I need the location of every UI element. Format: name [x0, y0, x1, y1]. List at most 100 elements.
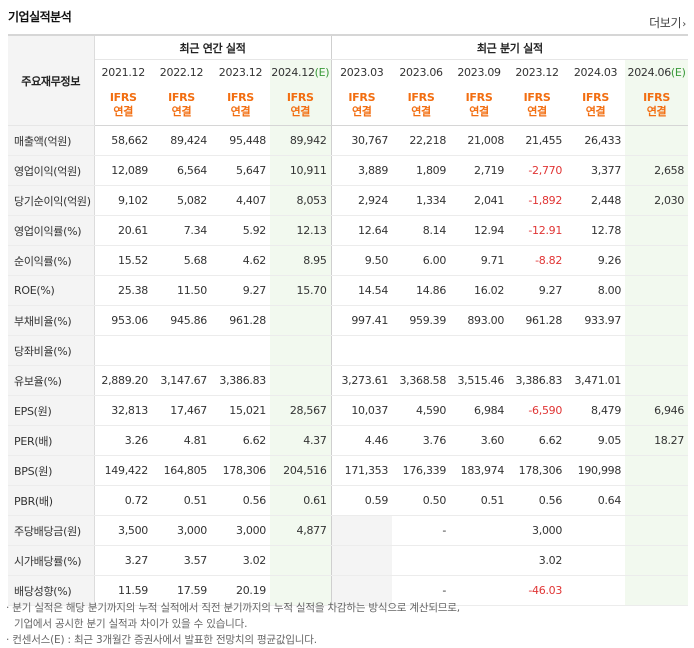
table-cell: 3.02 — [211, 545, 270, 576]
table-cell — [152, 335, 211, 366]
table-cell: 178,306 — [211, 455, 270, 486]
table-cell — [392, 335, 451, 366]
table-cell: 0.56 — [211, 485, 270, 516]
table-cell: 0.59 — [330, 485, 393, 516]
table-cell: 12.78 — [566, 215, 626, 246]
table-cell: 17.59 — [152, 575, 211, 606]
table-cell: 10,911 — [270, 155, 332, 186]
period-label: 2023.12 — [515, 66, 559, 79]
table-cell — [625, 245, 689, 276]
table-cell — [566, 515, 626, 546]
row-label: EPS(원) — [8, 395, 95, 426]
table-cell: 22,218 — [392, 125, 451, 156]
period-label: 2023.06 — [399, 66, 443, 79]
footnote-2: · 컨센서스(E) : 최근 3개월간 증권사에서 발표한 전망치의 평균값입니… — [6, 634, 317, 646]
table-cell: 0.50 — [392, 485, 451, 516]
ifrs-basis: IFRS 연결 — [211, 85, 270, 126]
table-cell: 89,424 — [152, 125, 211, 156]
table-cell: 0.51 — [450, 485, 509, 516]
period-header: 2023.03 — [330, 59, 393, 85]
table-cell: 3,377 — [566, 155, 626, 186]
table-cell: 5,082 — [152, 185, 211, 216]
table-cell — [625, 215, 689, 246]
table-cell: -12.91 — [508, 215, 567, 246]
ifrs-basis: IFRS 연결 — [450, 85, 509, 126]
table-cell: 0.72 — [94, 485, 152, 516]
table-cell: 15.70 — [270, 275, 332, 306]
ifrs-label: IFRS — [465, 91, 493, 104]
table-cell: 3.57 — [152, 545, 211, 576]
table-cell — [625, 365, 689, 396]
more-link[interactable]: 더보기› — [649, 14, 686, 31]
table-cell: 2,719 — [450, 155, 509, 186]
table-cell: 953.06 — [94, 305, 152, 336]
table-cell — [94, 335, 152, 366]
table-cell: 0.64 — [566, 485, 626, 516]
table-row: 유보율(%) 2,889.20 3,147.67 3,386.83 3,273.61 3,… — [8, 365, 689, 396]
table-cell: 190,998 — [566, 455, 626, 486]
table-row: ROE(%) 25.38 11.50 9.27 15.70 14.54 14.86 16.02… — [8, 275, 689, 306]
table-cell: 4,877 — [270, 515, 332, 546]
period-label: 2023.09 — [457, 66, 501, 79]
table-cell: -1,892 — [508, 185, 567, 216]
table-cell: 2,448 — [566, 185, 626, 216]
table-cell — [392, 545, 451, 576]
footnote-1: · 분기 실적은 해당 분기까지의 누적 실적에서 직전 분기까지의 누적 실적… — [6, 602, 460, 614]
table-cell: 4,407 — [211, 185, 270, 216]
table-cell — [270, 305, 332, 336]
row-label: 당기순이익(억원) — [8, 185, 95, 216]
table-cell: 18.27 — [625, 425, 689, 456]
consolidated-label: 연결 — [585, 105, 606, 118]
row-label: 시가배당률(%) — [8, 545, 95, 576]
table-cell: 204,516 — [270, 455, 332, 486]
table-row: 시가배당률(%) 3.27 3.57 3.02 3.02 — [8, 545, 689, 576]
row-label: 부채비율(%) — [8, 305, 95, 336]
table-cell: 3.27 — [94, 545, 152, 576]
table-cell: 6.62 — [508, 425, 567, 456]
table-cell: 8,479 — [566, 395, 626, 426]
table-cell: 11.59 — [94, 575, 152, 606]
table-row: 당기순이익(억원) 9,102 5,082 4,407 8,053 2,924 1,334 2… — [8, 185, 689, 216]
table-cell: 3.02 — [508, 545, 567, 576]
table-cell: 3,386.83 — [508, 365, 567, 396]
table-cell: 997.41 — [330, 305, 393, 336]
consolidated-label: 연결 — [646, 105, 667, 118]
row-label: 영업이익(억원) — [8, 155, 95, 186]
table-cell: 3,368.58 — [392, 365, 451, 396]
row-label: 매출액(억원) — [8, 125, 95, 156]
table-row: 영업이익(억원) 12,089 6,564 5,647 10,911 3,889 1,809… — [8, 155, 689, 186]
row-label: BPS(원) — [8, 455, 95, 486]
table-row: 배당성향(%) 11.59 17.59 20.19 - -46.03 — [8, 575, 689, 606]
table-cell: - — [392, 575, 451, 606]
table-cell — [625, 125, 689, 156]
table-row: BPS(원) 149,422 164,805 178,306 204,516 171,35… — [8, 455, 689, 486]
table-cell — [625, 455, 689, 486]
period-header: 2024.03 — [566, 60, 625, 86]
table-cell: 3,000 — [152, 515, 211, 546]
table-cell: 14.86 — [392, 275, 451, 306]
ifrs-row: IFRS 연결 IFRS 연결 IFRS 연결 IFRS 연결 IFRS 연결 IFRS 연결 IFRS… — [8, 85, 689, 126]
row-label: 영업이익률(%) — [8, 215, 95, 246]
table-cell: 893.00 — [450, 305, 509, 336]
table-cell — [450, 515, 509, 546]
consolidated-label: 연결 — [351, 105, 372, 118]
table-cell: 21,008 — [450, 125, 509, 156]
table-cell: 2,924 — [330, 185, 393, 216]
table-row: PER(배) 3.26 4.81 6.62 4.37 4.46 3.76 3.60 6.62 9.… — [8, 425, 689, 456]
table-cell: 20.61 — [94, 215, 152, 246]
table-row: EPS(원) 32,813 17,467 15,021 28,567 10,037 4,59… — [8, 395, 689, 426]
table-row: 부채비율(%) 953.06 945.86 961.28 997.41 959.39 893… — [8, 305, 689, 336]
ifrs-basis: IFRS 연결 — [566, 85, 626, 126]
table-cell: 5.68 — [152, 245, 211, 276]
table-row: 주당배당금(원) 3,500 3,000 3,000 4,877-3,000 — [8, 515, 689, 546]
consolidated-label: 연결 — [411, 105, 431, 118]
row-label: 배당성향(%) — [8, 575, 95, 606]
ifrs-basis: IFRS 연결 — [330, 85, 393, 126]
period-label: 2024.12 — [271, 66, 315, 79]
consolidated-label: 연결 — [290, 105, 311, 118]
table-cell — [270, 365, 332, 396]
table-cell: 9.50 — [330, 245, 393, 276]
table-cell: -46.03 — [508, 575, 567, 606]
ifrs-label: IFRS — [407, 91, 435, 104]
period-header: 2024.06(E) — [625, 59, 689, 85]
